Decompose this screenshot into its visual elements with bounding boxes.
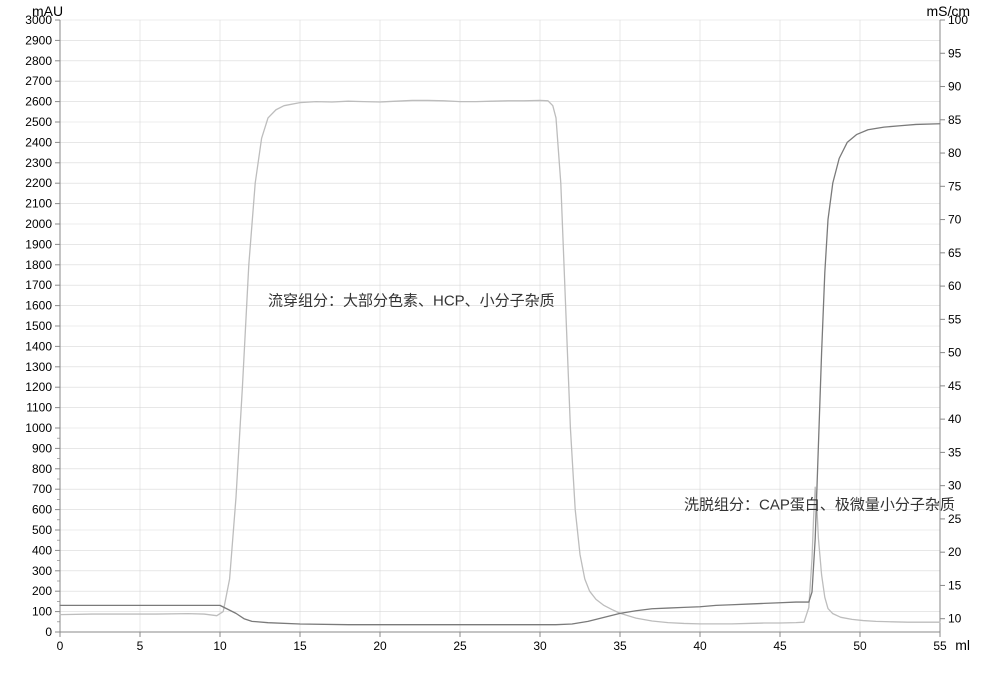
svg-text:25: 25 [948,512,962,526]
svg-text:65: 65 [948,246,962,260]
svg-text:600: 600 [32,503,52,517]
annotation-0: 流穿组分：大部分色素、HCP、小分子杂质 [268,293,555,310]
svg-text:2600: 2600 [25,95,52,109]
svg-text:50: 50 [948,346,962,360]
svg-text:2900: 2900 [25,33,52,47]
svg-text:700: 700 [32,482,52,496]
svg-text:1900: 1900 [25,237,52,251]
svg-text:85: 85 [948,113,962,127]
svg-text:400: 400 [32,543,52,557]
svg-text:2200: 2200 [25,176,52,190]
svg-text:100: 100 [32,605,52,619]
y-right-unit: mS/cm [926,3,970,19]
svg-text:50: 50 [853,639,867,653]
svg-text:200: 200 [32,584,52,598]
svg-text:0: 0 [45,625,52,639]
svg-text:60: 60 [948,279,962,293]
svg-text:1600: 1600 [25,299,52,313]
svg-text:20: 20 [373,639,387,653]
svg-text:30: 30 [948,479,962,493]
x-unit: ml [955,637,970,653]
svg-text:15: 15 [948,578,962,592]
svg-text:1200: 1200 [25,380,52,394]
svg-text:40: 40 [693,639,707,653]
svg-text:20: 20 [948,545,962,559]
chromatogram-chart: 0100200300400500600700800900100011001200… [0,0,1000,678]
svg-text:1700: 1700 [25,278,52,292]
svg-text:2300: 2300 [25,156,52,170]
svg-text:1300: 1300 [25,360,52,374]
svg-text:5: 5 [137,639,144,653]
y-left-unit: mAU [32,3,63,19]
svg-text:900: 900 [32,441,52,455]
chart-svg: 0100200300400500600700800900100011001200… [0,0,1000,678]
svg-text:25: 25 [453,639,467,653]
svg-text:55: 55 [933,639,947,653]
svg-text:55: 55 [948,312,962,326]
svg-text:2500: 2500 [25,115,52,129]
svg-text:15: 15 [293,639,307,653]
svg-text:45: 45 [948,379,962,393]
annotation-1: 洗脱组分：CAP蛋白、极微量小分子杂质 [684,497,955,514]
svg-text:1000: 1000 [25,421,52,435]
svg-text:10: 10 [213,639,227,653]
svg-text:40: 40 [948,412,962,426]
svg-text:80: 80 [948,146,962,160]
svg-text:1800: 1800 [25,258,52,272]
svg-text:1100: 1100 [26,401,52,415]
svg-text:2700: 2700 [25,74,52,88]
svg-text:35: 35 [613,639,627,653]
svg-text:800: 800 [32,462,52,476]
svg-text:70: 70 [948,213,962,227]
svg-text:300: 300 [32,564,52,578]
svg-text:2100: 2100 [25,197,52,211]
svg-text:35: 35 [948,445,962,459]
svg-text:2400: 2400 [25,135,52,149]
svg-text:2800: 2800 [25,54,52,68]
svg-text:95: 95 [948,46,962,60]
svg-text:2000: 2000 [25,217,52,231]
svg-text:500: 500 [32,523,52,537]
svg-text:10: 10 [948,612,962,626]
svg-text:30: 30 [533,639,547,653]
svg-text:75: 75 [948,179,962,193]
svg-text:1500: 1500 [25,319,52,333]
svg-text:1400: 1400 [25,339,52,353]
svg-text:0: 0 [57,639,64,653]
svg-text:45: 45 [773,639,787,653]
svg-text:90: 90 [948,80,962,94]
